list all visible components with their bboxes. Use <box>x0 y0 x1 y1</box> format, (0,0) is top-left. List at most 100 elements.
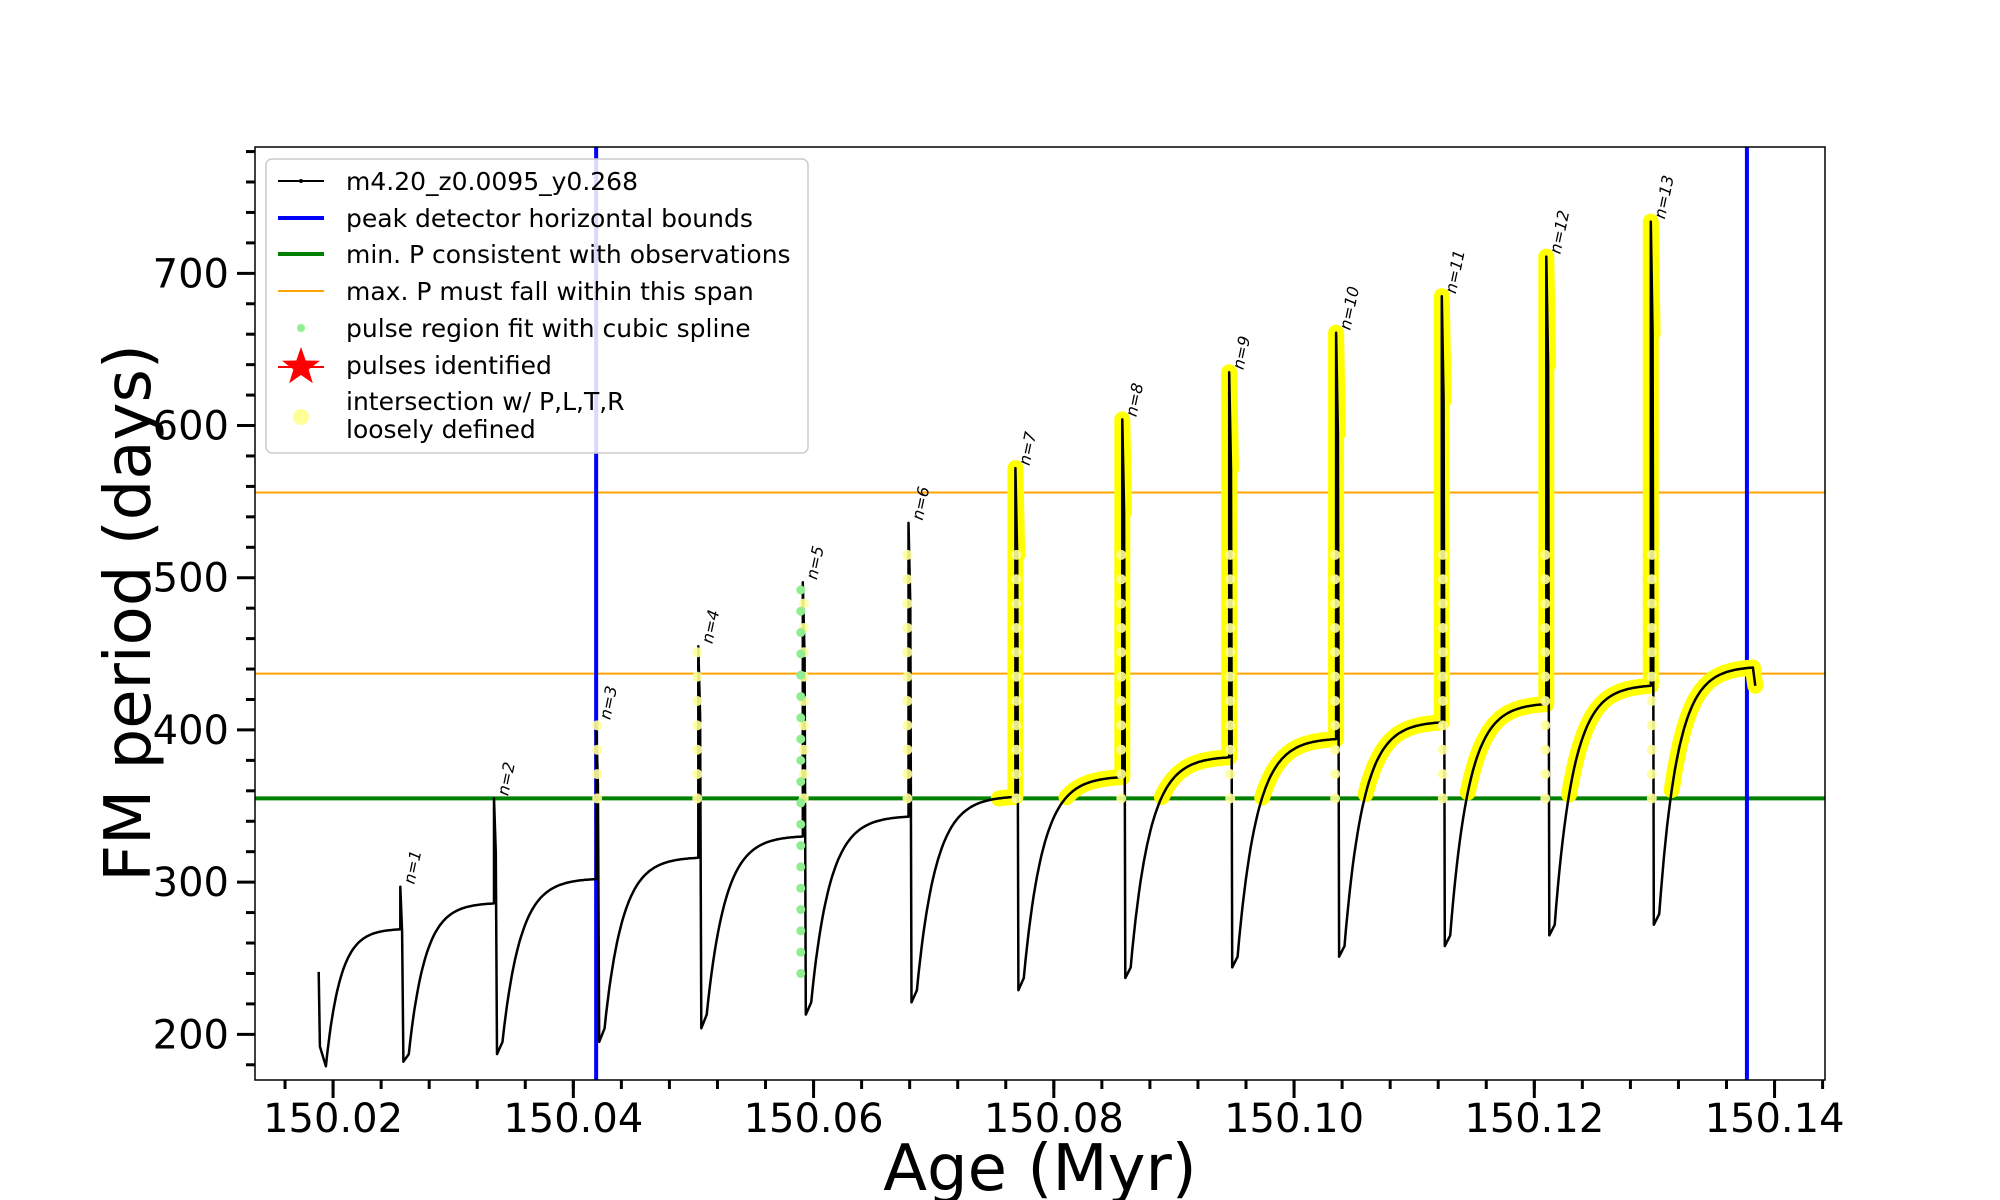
y-tick-label: 300 <box>153 860 229 906</box>
pulse-8-loose-marker <box>1116 574 1127 585</box>
y-axis-title: FM period (days) <box>92 344 166 882</box>
pulse-7-loose-marker <box>1011 720 1022 731</box>
legend-entry: m4.20_z0.0095_y0.268 <box>278 167 638 196</box>
pulse-11-loose-marker <box>1437 720 1448 731</box>
x-tick-label: 150.04 <box>503 1096 643 1142</box>
pulse-13-loose-marker <box>1646 793 1657 804</box>
pulse-13-loose-marker <box>1646 769 1657 780</box>
y-tick-label: 600 <box>153 404 229 450</box>
spline-fit-marker <box>796 947 806 957</box>
pulse-8-loose-marker <box>1116 793 1127 804</box>
pulse-4-loose-marker <box>692 744 703 755</box>
pulse-4-loose-marker <box>692 769 703 780</box>
pulse-6-loose-marker <box>902 720 913 731</box>
spline-fit-marker <box>796 905 806 915</box>
pulse-10-loose-marker <box>1330 647 1341 658</box>
pulse-6-loose-marker <box>902 744 913 755</box>
x-tick-label: 150.14 <box>1705 1096 1845 1142</box>
spline-fit-marker <box>796 628 806 638</box>
pulse-8-loose-marker <box>1116 647 1127 658</box>
pulse-4-loose-marker <box>692 671 703 682</box>
legend-box <box>265 158 809 454</box>
pulse-11-loose-marker <box>1437 549 1448 560</box>
pulse-10-loose-marker <box>1330 549 1341 560</box>
pulse-10-loose-marker <box>1330 574 1341 585</box>
pulse-3-loose-marker <box>592 720 603 731</box>
pulse-10-loose-marker <box>1330 720 1341 731</box>
pulse-13-loose-marker <box>1646 744 1657 755</box>
y-tick-label: 500 <box>153 556 229 602</box>
pulse-12-loose-marker <box>1540 598 1551 609</box>
pulse-13-loose-marker <box>1646 549 1657 560</box>
pulse-4-loose-marker <box>692 647 703 658</box>
data-track <box>317 213 1764 1068</box>
pulse-11-loose-marker <box>1437 793 1448 804</box>
pulse-7-loose-marker <box>1011 793 1022 804</box>
spline-fit-marker <box>796 883 806 893</box>
pulse-13-loose-marker <box>1646 647 1657 658</box>
legend-handle-marker <box>299 179 303 183</box>
pulse-13-loose-marker <box>1646 696 1657 707</box>
pulse-10-loose-marker <box>1330 793 1341 804</box>
spline-fit-marker <box>796 606 806 616</box>
pulse-12-loose-marker <box>1540 696 1551 707</box>
legend-label: max. P must fall within this span <box>346 277 754 306</box>
pulse-11-loose-marker <box>1437 622 1448 633</box>
pulse-13-loose-marker <box>1646 622 1657 633</box>
pulse-4-loose-marker <box>692 696 703 707</box>
pulse-13-loose-marker <box>1646 720 1657 731</box>
pulse-9-loose-marker <box>1225 696 1236 707</box>
pulse-4-loose-marker <box>692 720 703 731</box>
pulse-8-loose-marker <box>1116 696 1127 707</box>
spline-fit-marker <box>796 862 806 872</box>
spline-fit-marker <box>796 691 806 701</box>
pulse-7-loose-marker <box>1011 671 1022 682</box>
legend-label: peak detector horizontal bounds <box>346 204 753 233</box>
pulse-10-loose-marker <box>1330 671 1341 682</box>
pulse-12-loose-marker <box>1540 622 1551 633</box>
spline-fit-marker <box>796 585 806 595</box>
spline-fit-marker <box>796 798 806 808</box>
pulse-9-loose-marker <box>1225 720 1236 731</box>
pulse-11-loose-marker <box>1437 671 1448 682</box>
pulse-9-loose-marker <box>1225 744 1236 755</box>
legend-label: loosely defined <box>346 415 536 444</box>
pulse-8-loose-marker <box>1116 744 1127 755</box>
pulse-6-loose-marker <box>902 769 913 780</box>
pulse-13-loose-marker <box>1646 574 1657 585</box>
legend-entry: min. P consistent with observations <box>278 240 791 269</box>
y-tick-label: 700 <box>153 251 229 297</box>
pulse-3-loose-marker <box>592 769 603 780</box>
legend-handle <box>293 409 309 425</box>
legend-label: pulses identified <box>346 351 552 380</box>
pulse-7-loose-marker <box>1011 574 1022 585</box>
legend-entry: max. P must fall within this span <box>278 277 754 306</box>
pulse-7-loose-marker <box>1011 622 1022 633</box>
x-tick-label: 150.02 <box>263 1096 403 1142</box>
spline-fit-marker <box>796 734 806 744</box>
x-axis-title: Age (Myr) <box>883 1132 1196 1200</box>
pulse-12-loose-marker <box>1540 744 1551 755</box>
spline-fit-marker <box>796 819 806 829</box>
y-axis: 200 300 400 500 600 700 <box>153 150 255 1067</box>
pulse-9-loose-marker <box>1225 647 1236 658</box>
pulse-8-loose-marker <box>1116 769 1127 780</box>
pulse-12-loose-marker <box>1540 793 1551 804</box>
pulse-8-loose-marker <box>1116 671 1127 682</box>
spline-fit-marker <box>796 755 806 765</box>
pulse-10-loose-marker <box>1330 622 1341 633</box>
pulse-13-loose-marker <box>1646 671 1657 682</box>
pulse-10-loose-marker <box>1330 769 1341 780</box>
pulse-6-loose-marker <box>902 622 913 633</box>
pulse-7-loose-marker <box>1011 549 1022 560</box>
y-tick-label: 200 <box>153 1012 229 1058</box>
x-tick-label: 150.10 <box>1224 1096 1364 1142</box>
pulse-12-loose-marker <box>1540 671 1551 682</box>
pulse-6-loose-marker <box>902 598 913 609</box>
legend-entry: pulse region fit with cubic spline <box>297 314 751 343</box>
pulse-11-loose-marker <box>1437 744 1448 755</box>
pulse-11-loose-marker <box>1437 574 1448 585</box>
series-line <box>317 220 1757 1068</box>
